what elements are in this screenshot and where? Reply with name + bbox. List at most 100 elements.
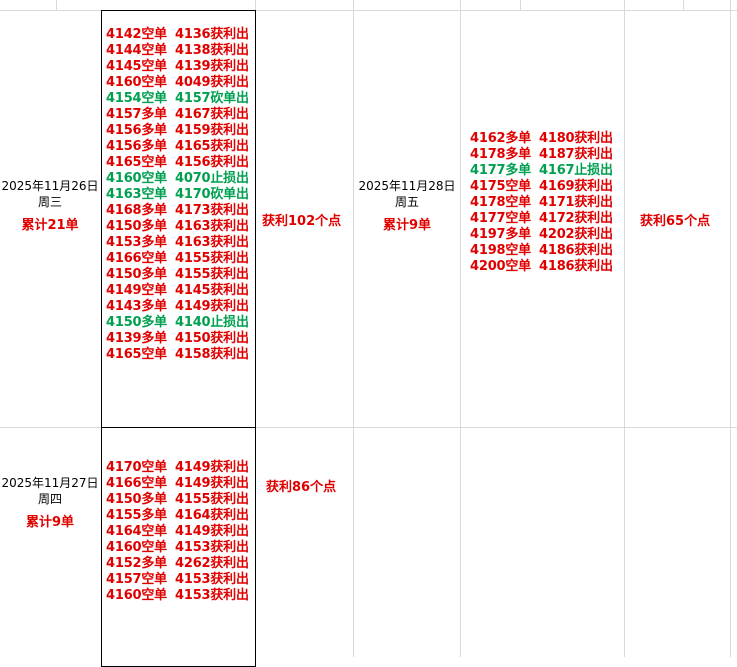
- trade-open: 4156多单: [106, 139, 167, 154]
- trade-row: 4150多单 4140止损出: [106, 315, 249, 331]
- trade-row: 4178多单 4187获利出: [470, 147, 613, 163]
- trade-row: 4150多单 4155获利出: [106, 492, 249, 508]
- trade-close: 4202获利出: [539, 227, 613, 242]
- profit-summary-day2: 获利86个点: [266, 480, 337, 495]
- trade-open: 4150多单: [106, 267, 167, 282]
- trade-close: 4186获利出: [539, 259, 613, 274]
- date-label: 2025年11月27日: [1, 476, 99, 490]
- trade-row: 4143多单 4149获利出: [106, 299, 249, 315]
- trade-close: 4149获利出: [175, 299, 249, 314]
- profit-summary-day1: 获利102个点: [262, 214, 342, 229]
- grid-row-line: [0, 10, 737, 11]
- trade-row: 4162多单 4180获利出: [470, 131, 613, 147]
- trade-close: 4186获利出: [539, 243, 613, 258]
- trade-open: 4178空单: [470, 195, 531, 210]
- trade-close: 4167获利出: [175, 107, 249, 122]
- weekday-label: 周四: [37, 492, 62, 506]
- trade-open: 4153多单: [106, 235, 167, 250]
- trade-close: 4165获利出: [175, 139, 249, 154]
- trade-row: 4144空单 4138获利出: [106, 43, 249, 59]
- grid-column-line: [683, 0, 684, 10]
- trade-row: 4150多单 4163获利出: [106, 219, 249, 235]
- trade-list-day1: 4142空单 4136获利出 4144空单 4138获利出 4145空单 4139获利出 4…: [106, 27, 249, 363]
- trade-close: 4153获利出: [175, 572, 249, 587]
- trade-row: 4160空单 4153获利出: [106, 588, 249, 604]
- date-label: 2025年11月28日: [358, 179, 456, 193]
- trade-open: 4160空单: [106, 540, 167, 555]
- trade-open: 4165空单: [106, 155, 167, 170]
- trade-open: 4150多单: [106, 219, 167, 234]
- trade-close: 4167止损出: [539, 163, 613, 178]
- trade-close: 4156获利出: [175, 155, 249, 170]
- trade-close: 4155获利出: [175, 492, 249, 507]
- trade-open: 4157多单: [106, 107, 167, 122]
- trade-close: 4171获利出: [539, 195, 613, 210]
- trade-open: 4166空单: [106, 251, 167, 266]
- trade-close: 4172获利出: [539, 211, 613, 226]
- trade-close: 4155获利出: [175, 251, 249, 266]
- trade-row: 4157空单 4153获利出: [106, 572, 249, 588]
- trade-row: 4165空单 4156获利出: [106, 155, 249, 171]
- trade-close: 4136获利出: [175, 27, 249, 42]
- trade-open: 4157空单: [106, 572, 167, 587]
- weekday-label: 周三: [37, 195, 62, 209]
- date-label: 2025年11月26日: [1, 179, 99, 193]
- trade-close: 4149获利出: [175, 476, 249, 491]
- date-cell-day3: 2025年11月28日 周五 累计9单: [354, 178, 460, 234]
- trade-close: 4180获利出: [539, 131, 613, 146]
- trade-close: 4262获利出: [175, 556, 249, 571]
- date-cell-day2: 2025年11月27日 周四 累计9单: [0, 475, 100, 531]
- date-cell-day1: 2025年11月26日 周三 累计21单: [0, 178, 100, 234]
- trade-open: 4197多单: [470, 227, 531, 242]
- trade-open: 4143多单: [106, 299, 167, 314]
- trade-close: 4149获利出: [175, 524, 249, 539]
- trade-row: 4155多单 4164获利出: [106, 508, 249, 524]
- trade-open: 4154空单: [106, 91, 167, 106]
- trade-close: 4138获利出: [175, 43, 249, 58]
- trade-open: 4168多单: [106, 203, 167, 218]
- trade-row: 4175空单 4169获利出: [470, 179, 613, 195]
- trade-row: 4142空单 4136获利出: [106, 27, 249, 43]
- trade-close: 4140止损出: [175, 315, 249, 330]
- grid-column-line: [353, 0, 354, 657]
- trade-close: 4049获利出: [175, 75, 249, 90]
- trade-open: 4139多单: [106, 331, 167, 346]
- trade-row: 4150多单 4155获利出: [106, 267, 249, 283]
- trade-row: 4197多单 4202获利出: [470, 227, 613, 243]
- trade-close: 4150获利出: [175, 331, 249, 346]
- trade-close: 4155获利出: [175, 267, 249, 282]
- trade-row: 4160空单 4049获利出: [106, 75, 249, 91]
- trade-row: 4149空单 4145获利出: [106, 283, 249, 299]
- trade-row: 4163空单 4170砍单出: [106, 187, 249, 203]
- trade-row: 4160空单 4070止损出: [106, 171, 249, 187]
- trade-row: 4200空单 4186获利出: [470, 259, 613, 275]
- trade-close: 4070止损出: [175, 171, 249, 186]
- trade-close: 4149获利出: [175, 460, 249, 475]
- trade-close: 4170砍单出: [175, 187, 249, 202]
- trade-open: 4160空单: [106, 171, 167, 186]
- grid-column-line: [56, 0, 57, 10]
- trade-open: 4178多单: [470, 147, 531, 162]
- grid-row-line: [0, 427, 737, 428]
- trade-row: 4177空单 4172获利出: [470, 211, 613, 227]
- trade-close: 4164获利出: [175, 508, 249, 523]
- trade-row: 4164空单 4149获利出: [106, 524, 249, 540]
- trade-open: 4162多单: [470, 131, 531, 146]
- cumulative-count: 累计9单: [382, 218, 432, 233]
- trade-close: 4169获利出: [539, 179, 613, 194]
- trade-row: 4157多单 4167获利出: [106, 107, 249, 123]
- trade-close: 4157砍单出: [175, 91, 249, 106]
- trade-row: 4165空单 4158获利出: [106, 347, 249, 363]
- weekday-label: 周五: [394, 195, 419, 209]
- trade-open: 4152多单: [106, 556, 167, 571]
- trade-row: 4177多单 4167止损出: [470, 163, 613, 179]
- trade-row: 4153多单 4163获利出: [106, 235, 249, 251]
- trade-row: 4152多单 4262获利出: [106, 556, 249, 572]
- trade-close: 4163获利出: [175, 235, 249, 250]
- trade-open: 4198空单: [470, 243, 531, 258]
- trade-open: 4155多单: [106, 508, 167, 523]
- grid-column-line: [730, 0, 731, 657]
- trade-close: 4153获利出: [175, 540, 249, 555]
- trade-close: 4153获利出: [175, 588, 249, 603]
- trade-close: 4187获利出: [539, 147, 613, 162]
